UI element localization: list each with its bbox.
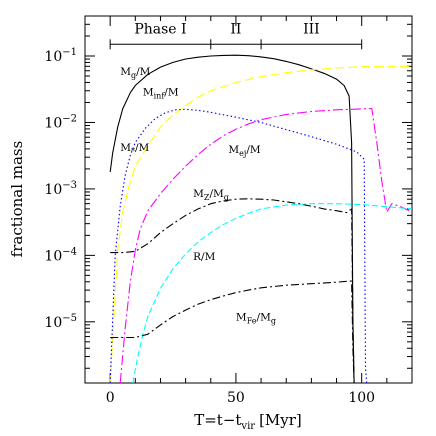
phase-label: Phase I: [134, 21, 186, 37]
y-tick-label: 10−5: [44, 313, 77, 331]
series-line-mstar: [109, 108, 368, 383]
series-layer: [109, 54, 412, 383]
series-line-mz: [110, 198, 355, 383]
x-tick-label: 0: [106, 390, 115, 406]
x-axis-label-main: T=t−t: [194, 411, 241, 429]
phase-label: II: [230, 21, 241, 37]
series-line-mfe: [110, 280, 355, 383]
annotation-label: M*/M: [120, 142, 149, 156]
series-line-r: [132, 203, 412, 383]
tick-labels: 0 50 100 10−1 10−2 10−3 10−4 10−5: [44, 47, 375, 406]
annotation-label: MFe/Mg: [236, 311, 276, 325]
annotations: Mg/M Minf/M M*/M Mej/M MZ/Mg R/M MFe/Mg: [120, 66, 276, 326]
annotation-label: Mej/M: [228, 144, 261, 158]
axis-ticks: [85, 15, 413, 383]
x-axis-label-sub: vir: [240, 421, 255, 432]
series-line-mg: [109, 54, 355, 383]
phase-bar: Phase I II III: [109, 21, 363, 50]
series-line-mej: [119, 107, 412, 383]
x-tick-label: 100: [348, 390, 375, 406]
x-tick-label: 50: [227, 390, 245, 406]
annotation-label: MZ/Mg: [193, 188, 229, 202]
y-tick-label: 10−2: [44, 113, 77, 131]
series-line-minf: [109, 65, 412, 383]
y-tick-label: 10−3: [44, 180, 77, 198]
y-axis-label: fractional mass: [8, 141, 26, 258]
phase-label: III: [303, 21, 320, 37]
annotation-label: R/M: [193, 251, 215, 263]
y-tick-label: 10−4: [44, 246, 77, 264]
y-tick-label: 10−1: [44, 47, 77, 65]
annotation-label: Mg/M: [120, 66, 150, 80]
annotation-label: Minf/M: [143, 86, 179, 100]
x-axis-label-unit: [Myr]: [259, 411, 302, 429]
x-axis-label: T=t−tvir [Myr]: [194, 411, 302, 432]
